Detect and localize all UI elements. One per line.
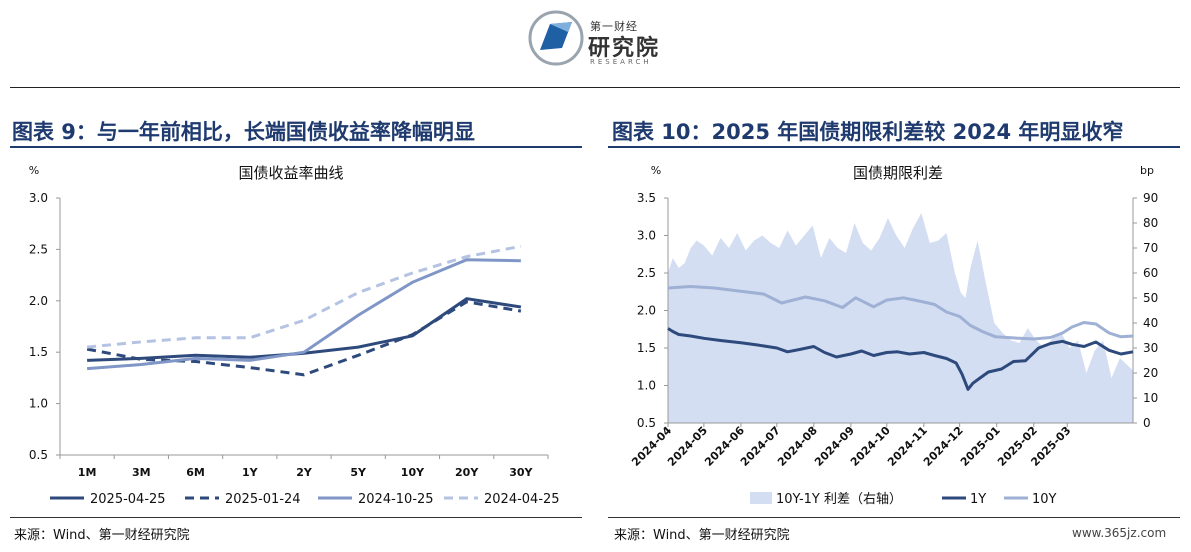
chart2-right-tick-label: 10 [1143,391,1158,405]
yield-curve-chart: 国债收益率曲线 % 0.5 1.0 1.5 2.0 2.5 3.0 1M 3M 6M 1Y 2Y 5Y… [29,164,560,507]
chart1-x-tick-label: 6M [186,466,205,479]
chart2-legend-label: 1Y [970,492,986,507]
chart1-y-tick-label: 1.5 [29,345,48,359]
chart1-x-tick-label: 10Y [401,466,425,479]
chart1-x-tick-label: 20Y [455,466,479,479]
chart1-x-tick-label: 1M [78,466,97,479]
chart2-right-unit: bp [1140,164,1154,177]
chart2-left-tick-label: 1.5 [637,341,656,355]
chart2-series-line-1 [667,327,1134,391]
chart2-spread-area [668,213,1133,423]
chart1-y-unit: % [29,164,39,177]
chart2-left-tick-label: 2.0 [637,304,656,318]
chart2-right-tick-label: 60 [1143,266,1158,280]
research-logo: 第一财经 研究院 RESEARCH [528,10,668,68]
chart2-legend-label: 10Y [1032,492,1057,507]
left-footer-rule [10,517,582,518]
chart1-y-tick-label: 2.0 [29,294,48,308]
chart1-series-line-1 [86,300,522,377]
chart2-title: 国债期限利差 [853,164,943,182]
right-figure-heading: 图表 10：2025 年国债期限利差较 2024 年明显收窄 [612,120,1124,144]
logo-big-text: 研究院 [588,36,661,61]
chart2-legend-swatch-area [750,492,772,504]
chart2-legend: 10Y-1Y 利差（右轴） 1Y 10Y [750,492,1057,507]
right-footer-rule [608,517,1180,518]
chart2-left-unit: % [651,164,661,177]
site-watermark: www.365jz.com [1072,526,1167,540]
right-heading-rule [608,146,1180,148]
chart1-series-line-3 [86,244,522,349]
chart2-series [667,285,1134,391]
logo-small-text: 第一财经 [590,20,638,33]
chart2-right-tick-label: 20 [1143,366,1158,380]
right-source-note: 来源：Wind、第一财经研究院 [614,528,790,543]
chart1-series [86,244,522,377]
chart1-x-tick-label: 2Y [296,466,313,479]
chart1-axes: 0.5 1.0 1.5 2.0 2.5 3.0 1M 3M 6M 1Y 2Y 5Y 10Y 20Y 30Y [29,191,549,479]
chart2-left-tick-label: 3.0 [637,229,656,243]
chart2-left-tick-label: 2.5 [637,266,656,280]
logo-mark-icon [528,10,584,66]
chart1-y-tick-label: 0.5 [29,448,48,462]
chart2-right-tick-label: 0 [1143,416,1151,430]
chart2-left-tick-label: 1.0 [637,379,656,393]
chart1-x-tick-label: 30Y [509,466,533,479]
chart2-right-tick-label: 40 [1143,316,1158,330]
chart2-left-tick-label: 3.5 [637,191,656,205]
chart1-y-tick-label: 2.5 [29,242,48,256]
logo-english-text: RESEARCH [590,58,652,66]
chart1-y-tick-label: 3.0 [29,191,48,205]
chart2-area-layer [668,213,1133,423]
chart1-y-tick-label: 1.0 [29,397,48,411]
chart1-legend-label: 2024-04-25 [484,492,560,507]
chart1-x-tick-label: 5Y [350,466,367,479]
left-source-note: 来源：Wind、第一财经研究院 [14,528,190,543]
chart2-right-tick-label: 90 [1143,191,1158,205]
chart1-series-line-2 [86,258,521,371]
chart2-right-tick-label: 80 [1143,216,1158,230]
chart1-legend-label: 2024-10-25 [358,492,434,507]
chart1-title: 国债收益率曲线 [238,164,343,182]
chart1-x-tick-label: 3M [132,466,151,479]
chart1-legend-label: 2025-04-25 [90,492,166,507]
left-heading-rule [10,146,582,148]
left-figure-heading: 图表 9：与一年前相比，长端国债收益率降幅明显 [12,120,475,144]
chart2-legend-label: 10Y-1Y 利差（右轴） [776,492,902,507]
chart2-series-line-2 [667,285,1134,341]
chart1-legend: 2025-04-25 2025-01-24 2024-10-25 2024-04-25 [50,492,560,507]
chart2-right-tick-label: 50 [1143,291,1158,305]
term-spread-chart: 国债期限利差 % bp 0.5 1.0 1.5 2.0 2.5 3.0 3.5 0 10 20 30… [629,164,1158,507]
header-divider [10,87,1180,88]
chart1-legend-label: 2025-01-24 [225,492,301,507]
chart1-x-tick-label: 1Y [242,466,259,479]
chart2-right-tick-label: 30 [1143,341,1158,355]
chart2-left-tick-label: 0.5 [637,416,656,430]
chart2-right-tick-label: 70 [1143,241,1158,255]
